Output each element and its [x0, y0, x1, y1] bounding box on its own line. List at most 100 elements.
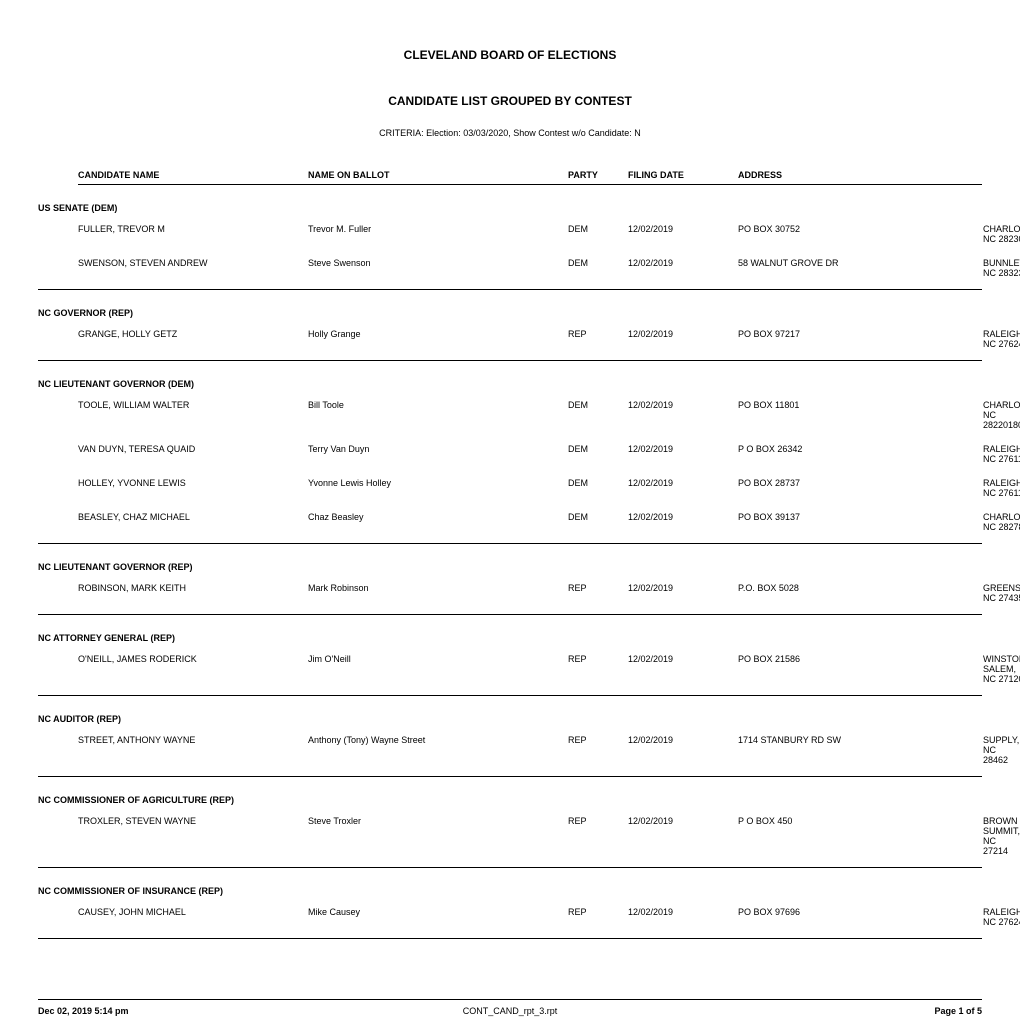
address-line-2: GREENSBORO, NC 27435: [983, 583, 1020, 603]
name-on-ballot: Trevor M. Fuller: [308, 224, 568, 244]
candidate-name: STREET, ANTHONY WAYNE: [78, 735, 308, 765]
party: REP: [568, 329, 628, 349]
filing-date: 12/02/2019: [628, 654, 738, 684]
footer-report-name: CONT_CAND_rpt_3.rpt: [350, 1006, 671, 1016]
party: DEM: [568, 258, 628, 278]
address-line-2: RALEIGH, NC 27624: [983, 329, 1020, 349]
address-line-2: RALEIGH, NC 27611: [983, 478, 1020, 498]
filing-date: 12/02/2019: [628, 816, 738, 856]
filing-date: 12/02/2019: [628, 400, 738, 430]
report-title: CANDIDATE LIST GROUPED BY CONTEST: [38, 94, 982, 108]
party: REP: [568, 654, 628, 684]
page-footer: Dec 02, 2019 5:14 pm CONT_CAND_rpt_3.rpt…: [38, 999, 982, 1016]
contest-divider: [38, 360, 982, 361]
contest-title: US SENATE (DEM): [38, 203, 982, 213]
name-on-ballot: Yvonne Lewis Holley: [308, 478, 568, 498]
candidate-row: TOOLE, WILLIAM WALTERBill TooleDEM12/02/…: [78, 393, 982, 437]
candidate-row: ROBINSON, MARK KEITHMark RobinsonREP12/0…: [78, 576, 982, 610]
name-on-ballot: Mike Causey: [308, 907, 568, 927]
address-line-1: PO BOX 28737: [738, 478, 983, 498]
candidate-row: TROXLER, STEVEN WAYNESteve TroxlerREP12/…: [78, 809, 982, 863]
address-line-1: 1714 STANBURY RD SW: [738, 735, 983, 765]
name-on-ballot: Terry Van Duyn: [308, 444, 568, 464]
address-line-1: P O BOX 450: [738, 816, 983, 856]
candidate-name: FULLER, TREVOR M: [78, 224, 308, 244]
address-line-2: BROWN SUMMIT, NC 27214: [983, 816, 1020, 856]
name-on-ballot: Holly Grange: [308, 329, 568, 349]
candidate-row: FULLER, TREVOR MTrevor M. FullerDEM12/02…: [78, 217, 982, 251]
party: REP: [568, 907, 628, 927]
address-line-1: PO BOX 11801: [738, 400, 983, 430]
name-on-ballot: Bill Toole: [308, 400, 568, 430]
contests-container: US SENATE (DEM) FULLER, TREVOR MTrevor M.…: [38, 203, 982, 939]
contest-title: NC LIEUTENANT GOVERNOR (REP): [38, 562, 982, 572]
candidate-name: CAUSEY, JOHN MICHAEL: [78, 907, 308, 927]
name-on-ballot: Chaz Beasley: [308, 512, 568, 532]
name-on-ballot: Anthony (Tony) Wayne Street: [308, 735, 568, 765]
address-line-1: P.O. BOX 5028: [738, 583, 983, 603]
header-party: PARTY: [568, 170, 628, 180]
party: DEM: [568, 444, 628, 464]
contest-title: NC LIEUTENANT GOVERNOR (DEM): [38, 379, 982, 389]
address-line-2: RALEIGH, NC 27624: [983, 907, 1020, 927]
candidate-name: TOOLE, WILLIAM WALTER: [78, 400, 308, 430]
party: DEM: [568, 400, 628, 430]
address-line-2: WINSTON SALEM, NC 27120: [983, 654, 1020, 684]
criteria-line: CRITERIA: Election: 03/03/2020, Show Con…: [38, 128, 982, 138]
filing-date: 12/02/2019: [628, 258, 738, 278]
filing-date: 12/02/2019: [628, 512, 738, 532]
contest-title: NC AUDITOR (REP): [38, 714, 982, 724]
candidate-name: HOLLEY, YVONNE LEWIS: [78, 478, 308, 498]
candidate-row: STREET, ANTHONY WAYNEAnthony (Tony) Wayn…: [78, 728, 982, 772]
candidate-row: O'NEILL, JAMES RODERICKJim O'NeillREP12/…: [78, 647, 982, 691]
party: REP: [568, 735, 628, 765]
contest-divider: [38, 938, 982, 939]
address-line-2: CHARLOTTE, NC 282201801: [983, 400, 1020, 430]
filing-date: 12/02/2019: [628, 583, 738, 603]
filing-date: 12/02/2019: [628, 907, 738, 927]
address-line-1: PO BOX 30752: [738, 224, 983, 244]
header-address: ADDRESS: [738, 170, 983, 180]
contest-title: NC COMMISSIONER OF INSURANCE (REP): [38, 886, 982, 896]
column-header-row: CANDIDATE NAME NAME ON BALLOT PARTY FILI…: [78, 166, 982, 185]
address-line-2: RALEIGH, NC 27611: [983, 444, 1020, 464]
footer-page-number: Page 1 of 5: [670, 1006, 982, 1016]
contest-title: NC COMMISSIONER OF AGRICULTURE (REP): [38, 795, 982, 805]
address-line-2: SUPPLY, NC 28462: [983, 735, 1019, 765]
header-name-on-ballot: NAME ON BALLOT: [308, 170, 568, 180]
party: REP: [568, 816, 628, 856]
header-filing-date: FILING DATE: [628, 170, 738, 180]
candidate-row: SWENSON, STEVEN ANDREWSteve SwensonDEM12…: [78, 251, 982, 285]
party: REP: [568, 583, 628, 603]
party: DEM: [568, 512, 628, 532]
header-candidate-name: CANDIDATE NAME: [78, 170, 308, 180]
candidate-row: BEASLEY, CHAZ MICHAELChaz BeasleyDEM12/0…: [78, 505, 982, 539]
contest-divider: [38, 614, 982, 615]
candidate-row: HOLLEY, YVONNE LEWISYvonne Lewis HolleyD…: [78, 471, 982, 505]
candidate-name: GRANGE, HOLLY GETZ: [78, 329, 308, 349]
board-title: CLEVELAND BOARD OF ELECTIONS: [38, 48, 982, 62]
candidate-name: O'NEILL, JAMES RODERICK: [78, 654, 308, 684]
address-line-1: PO BOX 39137: [738, 512, 983, 532]
address-line-1: PO BOX 21586: [738, 654, 983, 684]
name-on-ballot: Steve Troxler: [308, 816, 568, 856]
contest-divider: [38, 695, 982, 696]
contest-divider: [38, 867, 982, 868]
name-on-ballot: Mark Robinson: [308, 583, 568, 603]
address-line-1: 58 WALNUT GROVE DR: [738, 258, 983, 278]
party: DEM: [568, 224, 628, 244]
candidate-name: BEASLEY, CHAZ MICHAEL: [78, 512, 308, 532]
candidate-name: VAN DUYN, TERESA QUAID: [78, 444, 308, 464]
filing-date: 12/02/2019: [628, 478, 738, 498]
filing-date: 12/02/2019: [628, 735, 738, 765]
address-line-1: P O BOX 26342: [738, 444, 983, 464]
name-on-ballot: Steve Swenson: [308, 258, 568, 278]
footer-timestamp: Dec 02, 2019 5:14 pm: [38, 1006, 350, 1016]
filing-date: 12/02/2019: [628, 224, 738, 244]
candidate-name: ROBINSON, MARK KEITH: [78, 583, 308, 603]
candidate-row: VAN DUYN, TERESA QUAIDTerry Van DuynDEM1…: [78, 437, 982, 471]
candidate-name: TROXLER, STEVEN WAYNE: [78, 816, 308, 856]
contest-title: NC ATTORNEY GENERAL (REP): [38, 633, 982, 643]
address-line-2: CHARLOTTE, NC 28278: [983, 512, 1020, 532]
filing-date: 12/02/2019: [628, 329, 738, 349]
